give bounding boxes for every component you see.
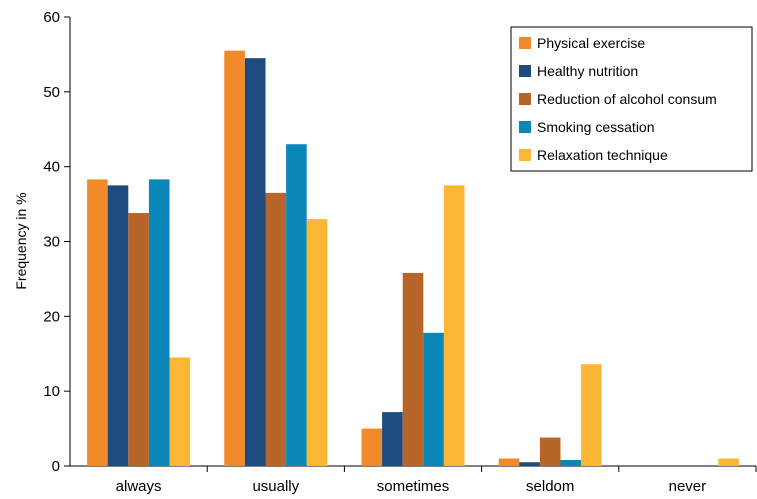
legend: Physical exercise Healthy nutrition Reduct… xyxy=(510,26,753,172)
bar-physical-exercise-sometimes xyxy=(361,428,383,466)
bar-smoking-cessation-usually xyxy=(286,144,307,466)
bar-relaxation-technique-never xyxy=(718,458,739,466)
bar-reduction-of-alcohol-consum-usually xyxy=(265,192,287,466)
legend-label: Physical exercise xyxy=(537,35,645,51)
bar-relaxation-technique-seldom xyxy=(581,364,602,466)
bar-smoking-cessation-sometimes xyxy=(423,332,444,466)
x-tick-label: always xyxy=(116,478,162,495)
bar-physical-exercise-usually xyxy=(224,50,245,467)
x-tick-label: usually xyxy=(252,478,299,495)
legend-label: Smoking cessation xyxy=(537,119,655,135)
legend-label: Healthy nutrition xyxy=(537,63,638,79)
bar-relaxation-technique-usually xyxy=(306,219,328,466)
y-ticks: 0 10 20 30 40 50 60 xyxy=(43,9,70,475)
legend-swatch xyxy=(519,65,531,77)
bar-healthy-nutrition-always xyxy=(107,185,129,466)
y-tick-label: 50 xyxy=(43,84,60,101)
bar-healthy-nutrition-sometimes xyxy=(382,412,403,466)
legend-swatch xyxy=(519,121,531,133)
x-tick-label: sometimes xyxy=(377,478,450,495)
legend-swatch xyxy=(519,149,531,161)
legend-swatch xyxy=(519,93,531,105)
bar-physical-exercise-seldom xyxy=(498,458,520,466)
legend-label: Relaxation technique xyxy=(537,147,668,163)
y-tick-label: 60 xyxy=(43,9,60,26)
bar-healthy-nutrition-seldom xyxy=(519,462,540,466)
bar-relaxation-technique-sometimes xyxy=(443,185,465,466)
bar-reduction-of-alcohol-consum-sometimes xyxy=(402,272,424,466)
bar-reduction-of-alcohol-consum-seldom xyxy=(539,437,561,466)
y-tick-label: 0 xyxy=(52,458,60,475)
bars xyxy=(87,50,739,467)
bar-physical-exercise-always xyxy=(87,179,108,466)
legend-label: Reduction of alcohol consum xyxy=(537,91,717,107)
legend-frame xyxy=(510,26,753,172)
legend-swatch xyxy=(519,37,531,49)
x-tick-label: seldom xyxy=(526,478,574,495)
x-tick-label: never xyxy=(669,478,707,495)
bar-reduction-of-alcohol-consum-always xyxy=(128,213,149,466)
bar-smoking-cessation-always xyxy=(148,179,170,466)
y-tick-label: 30 xyxy=(43,234,60,251)
bar-relaxation-technique-always xyxy=(169,357,191,466)
y-tick-label: 20 xyxy=(43,308,60,325)
bar-healthy-nutrition-usually xyxy=(244,58,266,467)
bar-smoking-cessation-seldom xyxy=(560,460,582,466)
x-ticks: always usually sometimes seldom never xyxy=(116,466,757,495)
y-tick-label: 40 xyxy=(43,159,60,176)
y-tick-label: 10 xyxy=(43,383,60,400)
y-axis-title: Frequency in % xyxy=(13,192,29,289)
